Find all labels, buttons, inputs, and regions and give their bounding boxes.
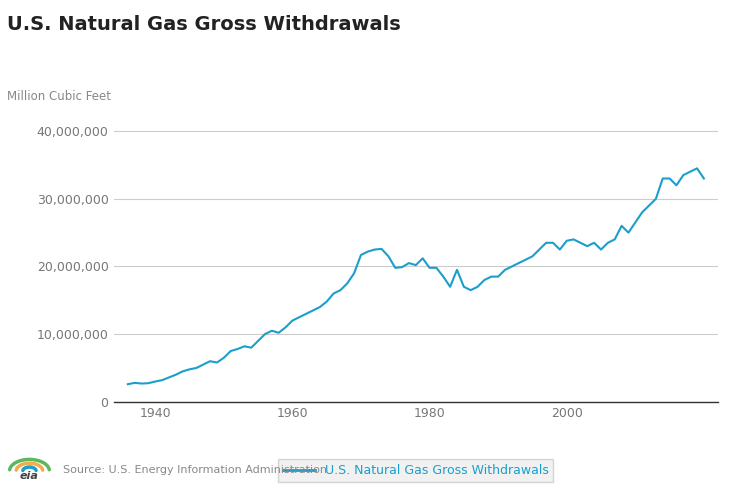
Legend: U.S. Natural Gas Gross Withdrawals: U.S. Natural Gas Gross Withdrawals <box>278 459 553 482</box>
Text: Million Cubic Feet: Million Cubic Feet <box>7 90 111 103</box>
Text: Source: U.S. Energy Information Administration: Source: U.S. Energy Information Administ… <box>63 466 327 475</box>
Text: eia: eia <box>20 471 39 481</box>
Text: U.S. Natural Gas Gross Withdrawals: U.S. Natural Gas Gross Withdrawals <box>7 15 401 34</box>
